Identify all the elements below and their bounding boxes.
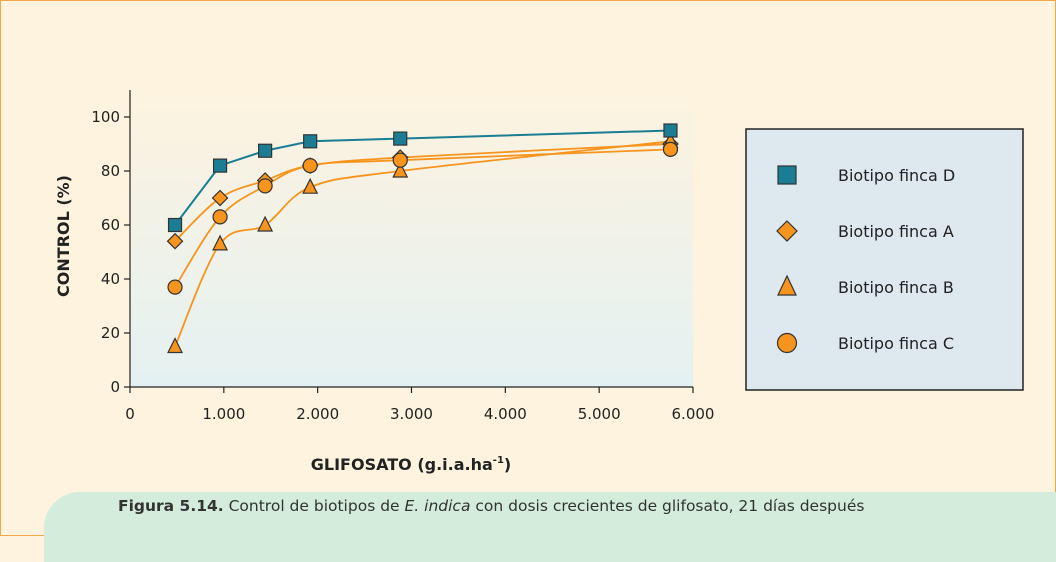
data-point-circle bbox=[212, 209, 228, 225]
data-point-circle bbox=[662, 141, 679, 157]
data-point-square bbox=[212, 158, 228, 173]
y-tick-label: 20 bbox=[101, 324, 120, 342]
legend-label: Biotipo finca C bbox=[838, 334, 954, 353]
data-point-triangle bbox=[167, 337, 184, 354]
legend-diamond-marker bbox=[776, 220, 798, 242]
data-point-square bbox=[258, 143, 273, 158]
y-tick-label: 0 bbox=[110, 378, 120, 396]
data-point-triangle bbox=[302, 177, 319, 194]
x-tick-label: 1.000 bbox=[202, 405, 245, 423]
x-tick-label: 5.000 bbox=[578, 405, 621, 423]
data-point-diamond bbox=[166, 232, 184, 250]
figure-caption: Figura 5.14. Control de biotipos de E. i… bbox=[118, 497, 1048, 515]
legend-label: Biotipo finca D bbox=[838, 166, 955, 185]
data-point-circle bbox=[257, 178, 273, 194]
caption-text-before: Control de biotipos de bbox=[223, 497, 405, 515]
x-tick-label: 4.000 bbox=[484, 405, 527, 423]
caption-species: E. indica bbox=[404, 497, 471, 515]
data-point-square bbox=[167, 217, 183, 233]
legend-triangle-marker bbox=[777, 274, 797, 296]
data-point-circle bbox=[392, 152, 408, 168]
data-point-square bbox=[663, 123, 678, 138]
caption-label: Figura 5.14. bbox=[118, 497, 224, 515]
y-tick-label: 100 bbox=[91, 108, 120, 126]
data-point-circle bbox=[167, 279, 183, 295]
y-tick-label: 80 bbox=[101, 162, 120, 180]
x-tick-label: 6.000 bbox=[672, 405, 715, 423]
data-point-square bbox=[393, 131, 408, 146]
plot-area bbox=[130, 90, 693, 387]
x-axis-title: GLIFOSATO (g.i.a.ha-1) bbox=[311, 455, 511, 474]
data-point-triangle bbox=[212, 234, 229, 251]
x-tick-label: 0 bbox=[125, 405, 135, 423]
chart: 0 20 40 60 80 100 0 1.000 2.000 3.000 4.000 5.000 6.… bbox=[54, 90, 1024, 474]
y-axis-title: CONTROL (%) bbox=[54, 175, 73, 297]
data-point-square bbox=[303, 134, 318, 149]
y-tick-label: 60 bbox=[101, 216, 120, 234]
caption-text-after: con dosis crecientes de glifosato, 21 dí… bbox=[470, 497, 865, 515]
data-point-diamond bbox=[211, 189, 229, 207]
x-tick-label: 2.000 bbox=[296, 405, 339, 423]
legend-label: Biotipo finca B bbox=[838, 278, 954, 297]
legend-square-marker bbox=[777, 165, 797, 185]
legend-label: Biotipo finca A bbox=[838, 222, 954, 241]
x-tick-label: 3.000 bbox=[390, 405, 433, 423]
data-point-circle bbox=[302, 158, 318, 174]
legend-circle-marker bbox=[776, 332, 798, 354]
y-tick-label: 40 bbox=[101, 270, 120, 288]
data-point-triangle bbox=[257, 215, 274, 232]
series-line-square bbox=[174, 129, 671, 226]
data-point-triangle bbox=[392, 161, 409, 178]
